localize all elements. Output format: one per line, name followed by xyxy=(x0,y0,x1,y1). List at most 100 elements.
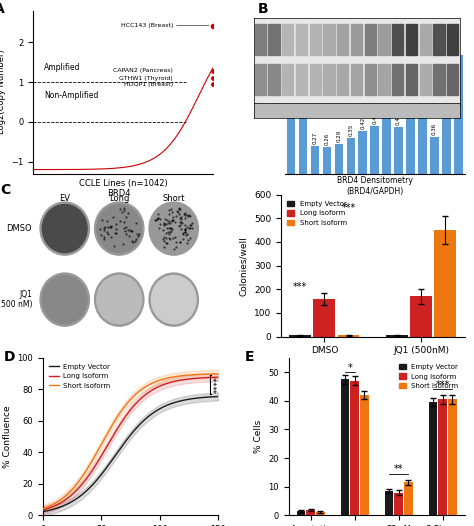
Bar xyxy=(337,336,359,337)
Text: BRD4: BRD4 xyxy=(108,189,131,198)
Short Isoform xyxy=(144,383,150,389)
Bar xyxy=(365,25,376,55)
Y-axis label: Log2(Copy Number): Log2(Copy Number) xyxy=(0,49,6,135)
Text: **: ** xyxy=(394,464,403,474)
Text: 0.35: 0.35 xyxy=(348,124,353,136)
Bar xyxy=(386,336,408,337)
Bar xyxy=(341,379,349,515)
Bar xyxy=(455,55,463,174)
Text: CAPAN2 (Pancreas): CAPAN2 (Pancreas) xyxy=(113,68,173,74)
Long Isoform xyxy=(216,374,221,380)
Bar xyxy=(419,64,431,95)
Bar xyxy=(433,64,445,95)
Text: 0.36: 0.36 xyxy=(432,123,437,135)
Bar xyxy=(365,64,376,95)
Bar xyxy=(447,64,458,95)
Bar xyxy=(419,55,427,174)
Bar xyxy=(406,64,417,95)
Bar xyxy=(268,25,280,55)
Bar xyxy=(410,297,432,337)
Short Isoform xyxy=(199,371,205,378)
Text: ****: **** xyxy=(214,376,223,393)
Text: 0.42: 0.42 xyxy=(360,116,365,129)
Text: GTHW1 (Thyroid): GTHW1 (Thyroid) xyxy=(119,76,173,80)
Text: ***: *** xyxy=(436,380,450,390)
Legend: Empty Vector, Long Isoform, Short Isoform: Empty Vector, Long Isoform, Short Isofor… xyxy=(396,361,461,392)
Bar xyxy=(306,510,315,515)
Legend: Empty Vector, Long Isoform, Short Isoform: Empty Vector, Long Isoform, Short Isofor… xyxy=(46,361,113,392)
Empty Vector xyxy=(40,509,46,515)
Bar xyxy=(316,512,325,515)
Bar xyxy=(310,25,321,55)
Circle shape xyxy=(97,276,142,323)
Bar xyxy=(297,511,305,515)
Text: ***: *** xyxy=(293,282,307,292)
Circle shape xyxy=(149,202,199,255)
Long Isoform xyxy=(144,391,150,397)
Text: E: E xyxy=(245,350,255,364)
Text: Non-Amplified: Non-Amplified xyxy=(44,91,98,100)
Empty Vector xyxy=(145,414,150,421)
Bar xyxy=(392,25,403,55)
Empty Vector xyxy=(216,393,221,400)
Circle shape xyxy=(42,276,87,323)
Bar xyxy=(346,138,355,174)
Long Isoform xyxy=(199,375,205,381)
Bar xyxy=(255,25,266,55)
Circle shape xyxy=(40,202,90,255)
Bar xyxy=(351,64,362,95)
Text: JQ1
(500 nM): JQ1 (500 nM) xyxy=(0,290,32,309)
Bar xyxy=(447,25,458,55)
Text: *: * xyxy=(347,363,352,373)
Bar xyxy=(438,399,447,515)
Empty Vector xyxy=(188,396,194,402)
Bar xyxy=(287,103,295,174)
Text: Long: Long xyxy=(109,194,129,203)
Bar xyxy=(335,144,343,174)
Short Isoform xyxy=(147,381,153,387)
X-axis label: BRD4 Densitometry
(BRD4/GAPDH): BRD4 Densitometry (BRD4/GAPDH) xyxy=(337,176,412,196)
Bar xyxy=(378,64,390,95)
Long Isoform xyxy=(188,376,194,382)
Bar xyxy=(350,381,359,515)
Bar xyxy=(310,146,319,174)
Text: 0.69: 0.69 xyxy=(384,89,389,101)
Text: 1.03: 1.03 xyxy=(444,54,449,67)
Short Isoform xyxy=(145,382,150,389)
Text: EV: EV xyxy=(59,194,70,203)
Bar xyxy=(313,299,335,337)
Line: Short Isoform: Short Isoform xyxy=(43,374,219,509)
Bar xyxy=(351,25,362,55)
Long Isoform xyxy=(147,388,153,394)
Bar xyxy=(394,492,403,515)
Bar xyxy=(323,25,335,55)
Bar xyxy=(337,64,348,95)
Text: 0.26: 0.26 xyxy=(324,133,329,145)
Text: 1.04: 1.04 xyxy=(408,53,413,66)
Y-axis label: % Confluence: % Confluence xyxy=(3,405,12,468)
Text: ***: *** xyxy=(341,203,356,213)
Bar xyxy=(428,402,437,515)
Bar xyxy=(406,25,417,55)
Bar xyxy=(392,64,403,95)
Bar xyxy=(430,137,439,174)
Legend: Empty Vector, Long Isoform, Short Isoform: Empty Vector, Long Isoform, Short Isofor… xyxy=(284,198,350,229)
Bar xyxy=(296,64,307,95)
Circle shape xyxy=(151,276,196,323)
Circle shape xyxy=(40,273,90,326)
Text: 1.16: 1.16 xyxy=(456,41,461,53)
Bar xyxy=(406,68,415,174)
Circle shape xyxy=(151,205,196,252)
Bar xyxy=(255,64,266,95)
Circle shape xyxy=(42,205,87,252)
Text: HDQP1 (Breast): HDQP1 (Breast) xyxy=(124,82,173,87)
Text: A: A xyxy=(0,2,4,16)
Bar xyxy=(360,395,369,515)
Bar xyxy=(299,95,307,174)
Line: Empty Vector: Empty Vector xyxy=(43,397,219,512)
Text: Short: Short xyxy=(163,194,185,203)
Bar xyxy=(337,25,348,55)
Bar xyxy=(371,126,379,174)
Circle shape xyxy=(94,202,144,255)
Bar xyxy=(289,336,311,337)
